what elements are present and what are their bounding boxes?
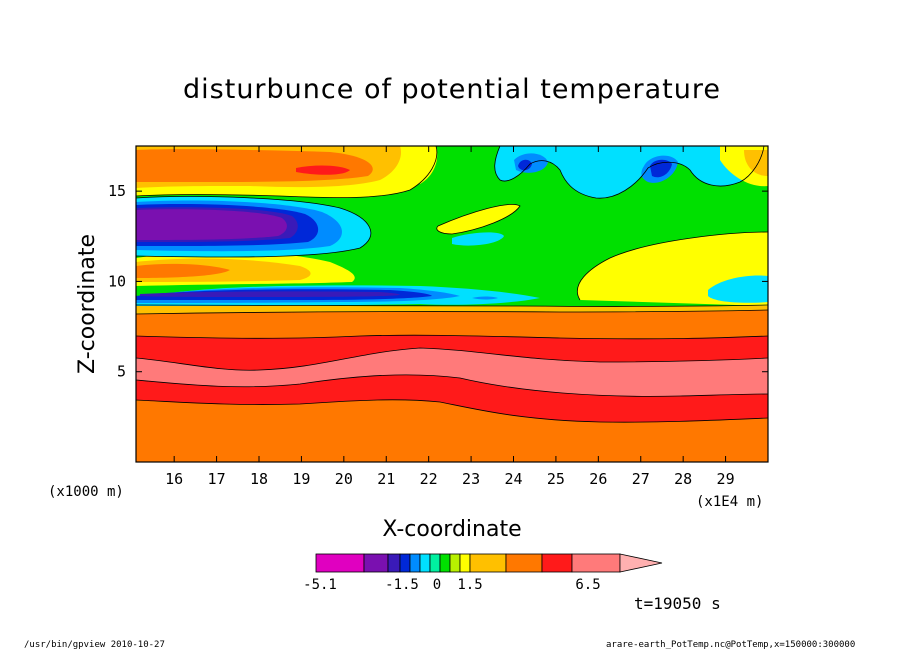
purple-core: [136, 209, 287, 240]
colorbar-swatch: [571, 553, 621, 573]
footer-left: /usr/bin/gpview 2010-10-27: [24, 640, 165, 650]
colorbar-swatch: [409, 553, 421, 573]
band-orange-upper: [136, 310, 768, 339]
contour-lines: [136, 146, 768, 423]
y-tick-label: 15: [108, 182, 126, 200]
cyan-blob-23: [472, 296, 498, 300]
navy-streak-10: [140, 291, 400, 297]
x-axis: 16 17 18 19 20 21 22 23 24 25 26 27 28 29: [165, 146, 735, 488]
y-unit-label: (x1000 m): [48, 484, 124, 500]
contour-fill-area: [136, 146, 768, 462]
plot-frame: [135, 145, 769, 463]
colorbar-tick-label: 1.5: [457, 577, 482, 593]
band-red-high: [136, 335, 768, 371]
colorbar: -5.1 -1.5 0 1.5 6.5: [303, 553, 663, 593]
x-tick-label: 26: [589, 470, 607, 488]
colorbar-tick-label: 0: [433, 577, 441, 593]
x-tick-label: 23: [462, 470, 480, 488]
band-orange-bottom: [136, 399, 768, 462]
x-tick-label: 17: [208, 470, 226, 488]
colorbar-swatch: [541, 553, 573, 573]
x-tick-label: 19: [292, 470, 310, 488]
colorbar-tick-label: -5.1: [303, 577, 337, 593]
cyan-top-right: [494, 146, 764, 199]
chart-title: disturbunce of potential temperature: [183, 74, 721, 105]
cyan-in-yellow: [708, 275, 768, 303]
colorbar-swatch: [387, 553, 401, 573]
colorbar-arrow: [619, 553, 663, 573]
x-axis-title: X-coordinate: [382, 517, 521, 542]
colorbar-swatch: [419, 553, 431, 573]
x-tick-label: 18: [250, 470, 268, 488]
y-tick-label: 10: [108, 272, 126, 290]
x-tick-label: 28: [674, 470, 692, 488]
colorbar-swatch: [459, 553, 471, 573]
colorbar-swatch: [429, 553, 441, 573]
orange-top-right: [744, 150, 768, 176]
band-red-low: [136, 374, 768, 423]
yellow-mid-top: [404, 146, 438, 184]
red-top-left: [296, 165, 350, 175]
y-axis: 5 10 15: [108, 182, 768, 381]
colorbar-swatch: [399, 553, 411, 573]
footer-right: arare-earth_PotTemp.nc@PotTemp,x=150000:…: [606, 640, 856, 650]
colorbar-swatch: [449, 553, 461, 573]
colorbar-tick-label: 6.5: [575, 577, 600, 593]
colorbar-swatch: [363, 553, 389, 573]
y-tick-label: 5: [117, 363, 126, 381]
x-tick-label: 29: [717, 470, 735, 488]
x-tick-label: 27: [632, 470, 650, 488]
colorbar-swatch: [315, 553, 365, 573]
dorange-top-left: [136, 149, 373, 182]
x-unit-label: (x1E4 m): [696, 494, 763, 510]
dorange-layer-11: [136, 263, 230, 278]
yellow-streak-mid: [436, 204, 520, 234]
x-tick-label: 24: [504, 470, 522, 488]
y-axis-title: Z-coordinate: [75, 234, 100, 374]
x-tick-label: 21: [377, 470, 395, 488]
colorbar-swatch: [469, 553, 507, 573]
x-tick-label: 22: [420, 470, 438, 488]
time-label: t=19050 s: [634, 594, 721, 613]
x-tick-label: 25: [547, 470, 565, 488]
x-tick-label: 16: [165, 470, 183, 488]
colorbar-swatch: [505, 553, 543, 573]
darkblue-spot-1: [518, 159, 532, 171]
x-tick-label: 20: [335, 470, 353, 488]
colorbar-tick-label: -1.5: [385, 577, 419, 593]
cyan-small-left: [452, 232, 504, 246]
colorbar-swatch: [439, 553, 451, 573]
